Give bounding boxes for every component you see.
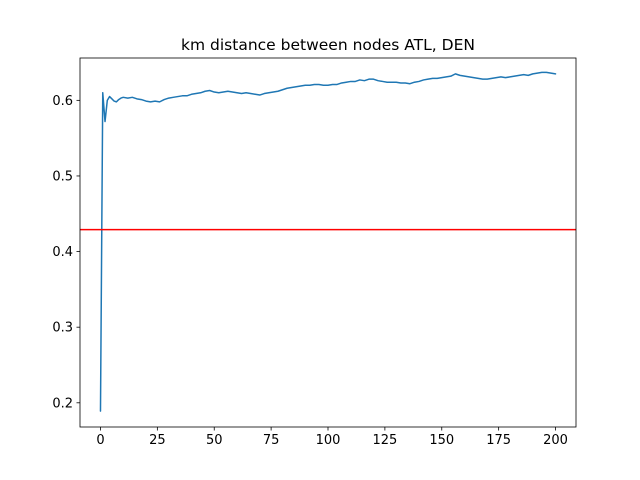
- x-tick-label: 125: [372, 433, 397, 448]
- plot-frame: [79, 57, 577, 428]
- y-tick-label: 0.3: [52, 321, 73, 336]
- y-tick-label: 0.6: [52, 94, 73, 109]
- x-tick-label: 175: [486, 433, 511, 448]
- x-tick-label: 25: [149, 433, 166, 448]
- y-tick-label: 0.5: [52, 169, 73, 184]
- x-tick-label: 0: [96, 433, 104, 448]
- x-tick-label: 150: [429, 433, 454, 448]
- x-tick-label: 50: [206, 433, 223, 448]
- y-tick-label: 0.4: [52, 245, 73, 260]
- axes: 0 25 50 75 100 125 150 175 200 0.2 0.3 0.4 0.5 0.6: [52, 57, 577, 448]
- series-line-0: [99, 71, 557, 412]
- plot-area: [80, 71, 576, 412]
- x-tick-label: 200: [543, 433, 568, 448]
- y-tick-label: 0.2: [52, 396, 73, 411]
- chart-title: km distance between nodes ATL, DEN: [181, 36, 475, 54]
- x-tick-label: 75: [263, 433, 280, 448]
- x-tick-label: 100: [316, 433, 341, 448]
- plot-content: [80, 71, 576, 412]
